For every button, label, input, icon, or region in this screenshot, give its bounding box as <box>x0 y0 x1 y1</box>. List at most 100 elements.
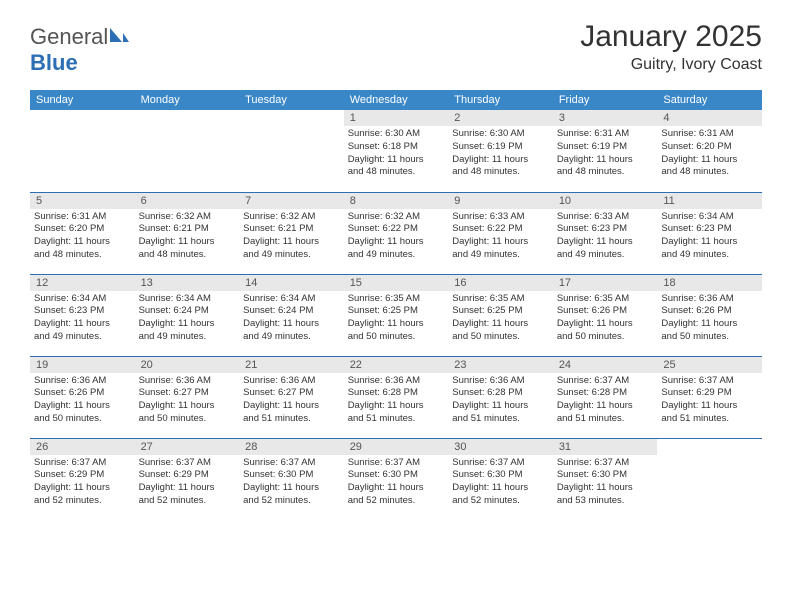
day-details: Sunrise: 6:36 AMSunset: 6:26 PMDaylight:… <box>657 291 762 346</box>
calendar-day-cell: 24Sunrise: 6:37 AMSunset: 6:28 PMDayligh… <box>553 356 658 438</box>
calendar-week-row: 19Sunrise: 6:36 AMSunset: 6:26 PMDayligh… <box>30 356 762 438</box>
day-details: Sunrise: 6:37 AMSunset: 6:30 PMDaylight:… <box>344 455 449 510</box>
page-title: January 2025 <box>580 20 762 54</box>
day-number: 1 <box>344 110 449 126</box>
calendar-empty-cell <box>135 110 240 192</box>
calendar-day-cell: 22Sunrise: 6:36 AMSunset: 6:28 PMDayligh… <box>344 356 449 438</box>
day-number: 29 <box>344 439 449 455</box>
day-number: 10 <box>553 193 658 209</box>
day-number: 26 <box>30 439 135 455</box>
weekday-header: Tuesday <box>239 90 344 110</box>
weekday-header: Friday <box>553 90 658 110</box>
calendar-day-cell: 15Sunrise: 6:35 AMSunset: 6:25 PMDayligh… <box>344 274 449 356</box>
calendar-day-cell: 18Sunrise: 6:36 AMSunset: 6:26 PMDayligh… <box>657 274 762 356</box>
day-details: Sunrise: 6:33 AMSunset: 6:22 PMDaylight:… <box>448 209 553 264</box>
day-details: Sunrise: 6:32 AMSunset: 6:22 PMDaylight:… <box>344 209 449 264</box>
weekday-header: Thursday <box>448 90 553 110</box>
calendar-day-cell: 30Sunrise: 6:37 AMSunset: 6:30 PMDayligh… <box>448 438 553 520</box>
calendar-day-cell: 14Sunrise: 6:34 AMSunset: 6:24 PMDayligh… <box>239 274 344 356</box>
calendar-day-cell: 31Sunrise: 6:37 AMSunset: 6:30 PMDayligh… <box>553 438 658 520</box>
logo-sail-icon <box>108 24 130 50</box>
calendar-day-cell: 28Sunrise: 6:37 AMSunset: 6:30 PMDayligh… <box>239 438 344 520</box>
day-number: 22 <box>344 357 449 373</box>
day-details: Sunrise: 6:34 AMSunset: 6:23 PMDaylight:… <box>30 291 135 346</box>
day-details: Sunrise: 6:35 AMSunset: 6:25 PMDaylight:… <box>448 291 553 346</box>
weekday-header: Monday <box>135 90 240 110</box>
day-details: Sunrise: 6:37 AMSunset: 6:30 PMDaylight:… <box>553 455 658 510</box>
day-number: 7 <box>239 193 344 209</box>
calendar-week-row: 1Sunrise: 6:30 AMSunset: 6:18 PMDaylight… <box>30 110 762 192</box>
day-details: Sunrise: 6:37 AMSunset: 6:29 PMDaylight:… <box>657 373 762 428</box>
day-details: Sunrise: 6:34 AMSunset: 6:24 PMDaylight:… <box>239 291 344 346</box>
calendar-day-cell: 3Sunrise: 6:31 AMSunset: 6:19 PMDaylight… <box>553 110 658 192</box>
calendar-empty-cell <box>657 438 762 520</box>
day-details: Sunrise: 6:30 AMSunset: 6:18 PMDaylight:… <box>344 126 449 181</box>
day-number: 17 <box>553 275 658 291</box>
calendar-day-cell: 27Sunrise: 6:37 AMSunset: 6:29 PMDayligh… <box>135 438 240 520</box>
day-details: Sunrise: 6:31 AMSunset: 6:19 PMDaylight:… <box>553 126 658 181</box>
calendar-day-cell: 4Sunrise: 6:31 AMSunset: 6:20 PMDaylight… <box>657 110 762 192</box>
day-details: Sunrise: 6:31 AMSunset: 6:20 PMDaylight:… <box>657 126 762 181</box>
calendar-day-cell: 10Sunrise: 6:33 AMSunset: 6:23 PMDayligh… <box>553 192 658 274</box>
calendar-day-cell: 9Sunrise: 6:33 AMSunset: 6:22 PMDaylight… <box>448 192 553 274</box>
weekday-header: Wednesday <box>344 90 449 110</box>
day-number: 21 <box>239 357 344 373</box>
day-number: 13 <box>135 275 240 291</box>
day-details: Sunrise: 6:37 AMSunset: 6:29 PMDaylight:… <box>30 455 135 510</box>
calendar-day-cell: 23Sunrise: 6:36 AMSunset: 6:28 PMDayligh… <box>448 356 553 438</box>
calendar-day-cell: 19Sunrise: 6:36 AMSunset: 6:26 PMDayligh… <box>30 356 135 438</box>
calendar-week-row: 26Sunrise: 6:37 AMSunset: 6:29 PMDayligh… <box>30 438 762 520</box>
weekday-header: Sunday <box>30 90 135 110</box>
day-details: Sunrise: 6:34 AMSunset: 6:23 PMDaylight:… <box>657 209 762 264</box>
day-details: Sunrise: 6:36 AMSunset: 6:26 PMDaylight:… <box>30 373 135 428</box>
calendar-day-cell: 16Sunrise: 6:35 AMSunset: 6:25 PMDayligh… <box>448 274 553 356</box>
calendar-day-cell: 26Sunrise: 6:37 AMSunset: 6:29 PMDayligh… <box>30 438 135 520</box>
day-details: Sunrise: 6:32 AMSunset: 6:21 PMDaylight:… <box>239 209 344 264</box>
day-details: Sunrise: 6:34 AMSunset: 6:24 PMDaylight:… <box>135 291 240 346</box>
calendar-day-cell: 13Sunrise: 6:34 AMSunset: 6:24 PMDayligh… <box>135 274 240 356</box>
logo-text-1: General <box>30 24 108 49</box>
day-details: Sunrise: 6:35 AMSunset: 6:26 PMDaylight:… <box>553 291 658 346</box>
weekday-row: SundayMondayTuesdayWednesdayThursdayFrid… <box>30 90 762 110</box>
day-number: 18 <box>657 275 762 291</box>
calendar-table: SundayMondayTuesdayWednesdayThursdayFrid… <box>30 90 762 520</box>
logo-text: GeneralBlue <box>30 24 130 76</box>
calendar-day-cell: 21Sunrise: 6:36 AMSunset: 6:27 PMDayligh… <box>239 356 344 438</box>
day-details: Sunrise: 6:36 AMSunset: 6:28 PMDaylight:… <box>448 373 553 428</box>
calendar-week-row: 5Sunrise: 6:31 AMSunset: 6:20 PMDaylight… <box>30 192 762 274</box>
calendar-day-cell: 5Sunrise: 6:31 AMSunset: 6:20 PMDaylight… <box>30 192 135 274</box>
weekday-header: Saturday <box>657 90 762 110</box>
calendar-day-cell: 2Sunrise: 6:30 AMSunset: 6:19 PMDaylight… <box>448 110 553 192</box>
day-number: 30 <box>448 439 553 455</box>
day-number: 8 <box>344 193 449 209</box>
day-details: Sunrise: 6:35 AMSunset: 6:25 PMDaylight:… <box>344 291 449 346</box>
title-block: January 2025 Guitry, Ivory Coast <box>580 20 762 74</box>
calendar-day-cell: 25Sunrise: 6:37 AMSunset: 6:29 PMDayligh… <box>657 356 762 438</box>
day-details: Sunrise: 6:30 AMSunset: 6:19 PMDaylight:… <box>448 126 553 181</box>
day-number: 23 <box>448 357 553 373</box>
calendar-day-cell: 11Sunrise: 6:34 AMSunset: 6:23 PMDayligh… <box>657 192 762 274</box>
day-details: Sunrise: 6:37 AMSunset: 6:28 PMDaylight:… <box>553 373 658 428</box>
calendar-day-cell: 29Sunrise: 6:37 AMSunset: 6:30 PMDayligh… <box>344 438 449 520</box>
day-number: 20 <box>135 357 240 373</box>
day-details: Sunrise: 6:36 AMSunset: 6:27 PMDaylight:… <box>239 373 344 428</box>
calendar-day-cell: 12Sunrise: 6:34 AMSunset: 6:23 PMDayligh… <box>30 274 135 356</box>
logo: GeneralBlue <box>30 24 130 76</box>
day-number: 6 <box>135 193 240 209</box>
day-number: 2 <box>448 110 553 126</box>
day-number: 11 <box>657 193 762 209</box>
day-number: 3 <box>553 110 658 126</box>
logo-text-2: Blue <box>30 50 78 75</box>
calendar-day-cell: 1Sunrise: 6:30 AMSunset: 6:18 PMDaylight… <box>344 110 449 192</box>
day-number: 9 <box>448 193 553 209</box>
day-number: 31 <box>553 439 658 455</box>
day-number: 5 <box>30 193 135 209</box>
calendar-week-row: 12Sunrise: 6:34 AMSunset: 6:23 PMDayligh… <box>30 274 762 356</box>
day-number: 4 <box>657 110 762 126</box>
calendar-empty-cell <box>239 110 344 192</box>
calendar-day-cell: 7Sunrise: 6:32 AMSunset: 6:21 PMDaylight… <box>239 192 344 274</box>
calendar-day-cell: 6Sunrise: 6:32 AMSunset: 6:21 PMDaylight… <box>135 192 240 274</box>
day-details: Sunrise: 6:31 AMSunset: 6:20 PMDaylight:… <box>30 209 135 264</box>
day-number: 19 <box>30 357 135 373</box>
day-details: Sunrise: 6:37 AMSunset: 6:30 PMDaylight:… <box>239 455 344 510</box>
